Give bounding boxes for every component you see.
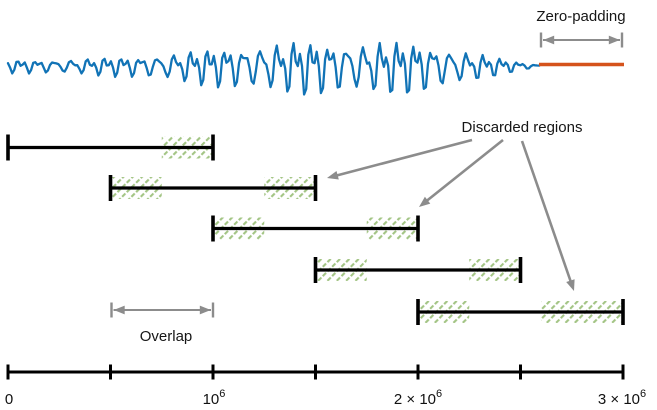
zero-padding-extent-arrow-right-arrowhead: [608, 35, 620, 45]
axis-tick-label-1e6: 106: [203, 388, 226, 408]
discarded-pointer-1-arrowhead: [327, 171, 339, 180]
discarded-pointer-3-line: [520, 140, 573, 283]
overlap-extent-arrow-right-arrowhead: [199, 305, 211, 315]
tick-2-text: 2 ×: [394, 391, 419, 408]
tick-1-exponent: 6: [219, 388, 225, 400]
zero-padding-label: Zero-padding: [536, 8, 625, 25]
overlap-extent-arrow-left-arrowhead: [113, 305, 125, 315]
axis-tick-label-0: 0: [5, 391, 13, 408]
diagram-shapes: [6, 32, 625, 380]
zero-padding-extent-arrow-left-arrowhead: [543, 35, 555, 45]
tick-3-exponent: 6: [640, 388, 646, 400]
axis-tick-label-3e6: 3 × 106: [598, 388, 646, 408]
overlap-label: Overlap: [140, 328, 193, 345]
tick-2-base: 10: [419, 391, 436, 408]
tick-0-text: 0: [5, 391, 13, 408]
tick-3-base: 10: [623, 391, 640, 408]
tick-1-base: 10: [203, 391, 220, 408]
discarded-pointer-2-line: [425, 138, 504, 203]
tick-2-exponent: 6: [436, 388, 442, 400]
discarded-pointer-1-line: [335, 138, 473, 177]
discarded-pointer-2-arrowhead: [419, 196, 431, 207]
axis-tick-label-2e6: 2 × 106: [394, 388, 442, 408]
tick-3-text: 3 ×: [598, 391, 623, 408]
signal-waveform: [6, 41, 541, 96]
discarded-pointer-3-arrowhead: [566, 279, 575, 291]
discarded-regions-label: Discarded regions: [462, 119, 583, 136]
